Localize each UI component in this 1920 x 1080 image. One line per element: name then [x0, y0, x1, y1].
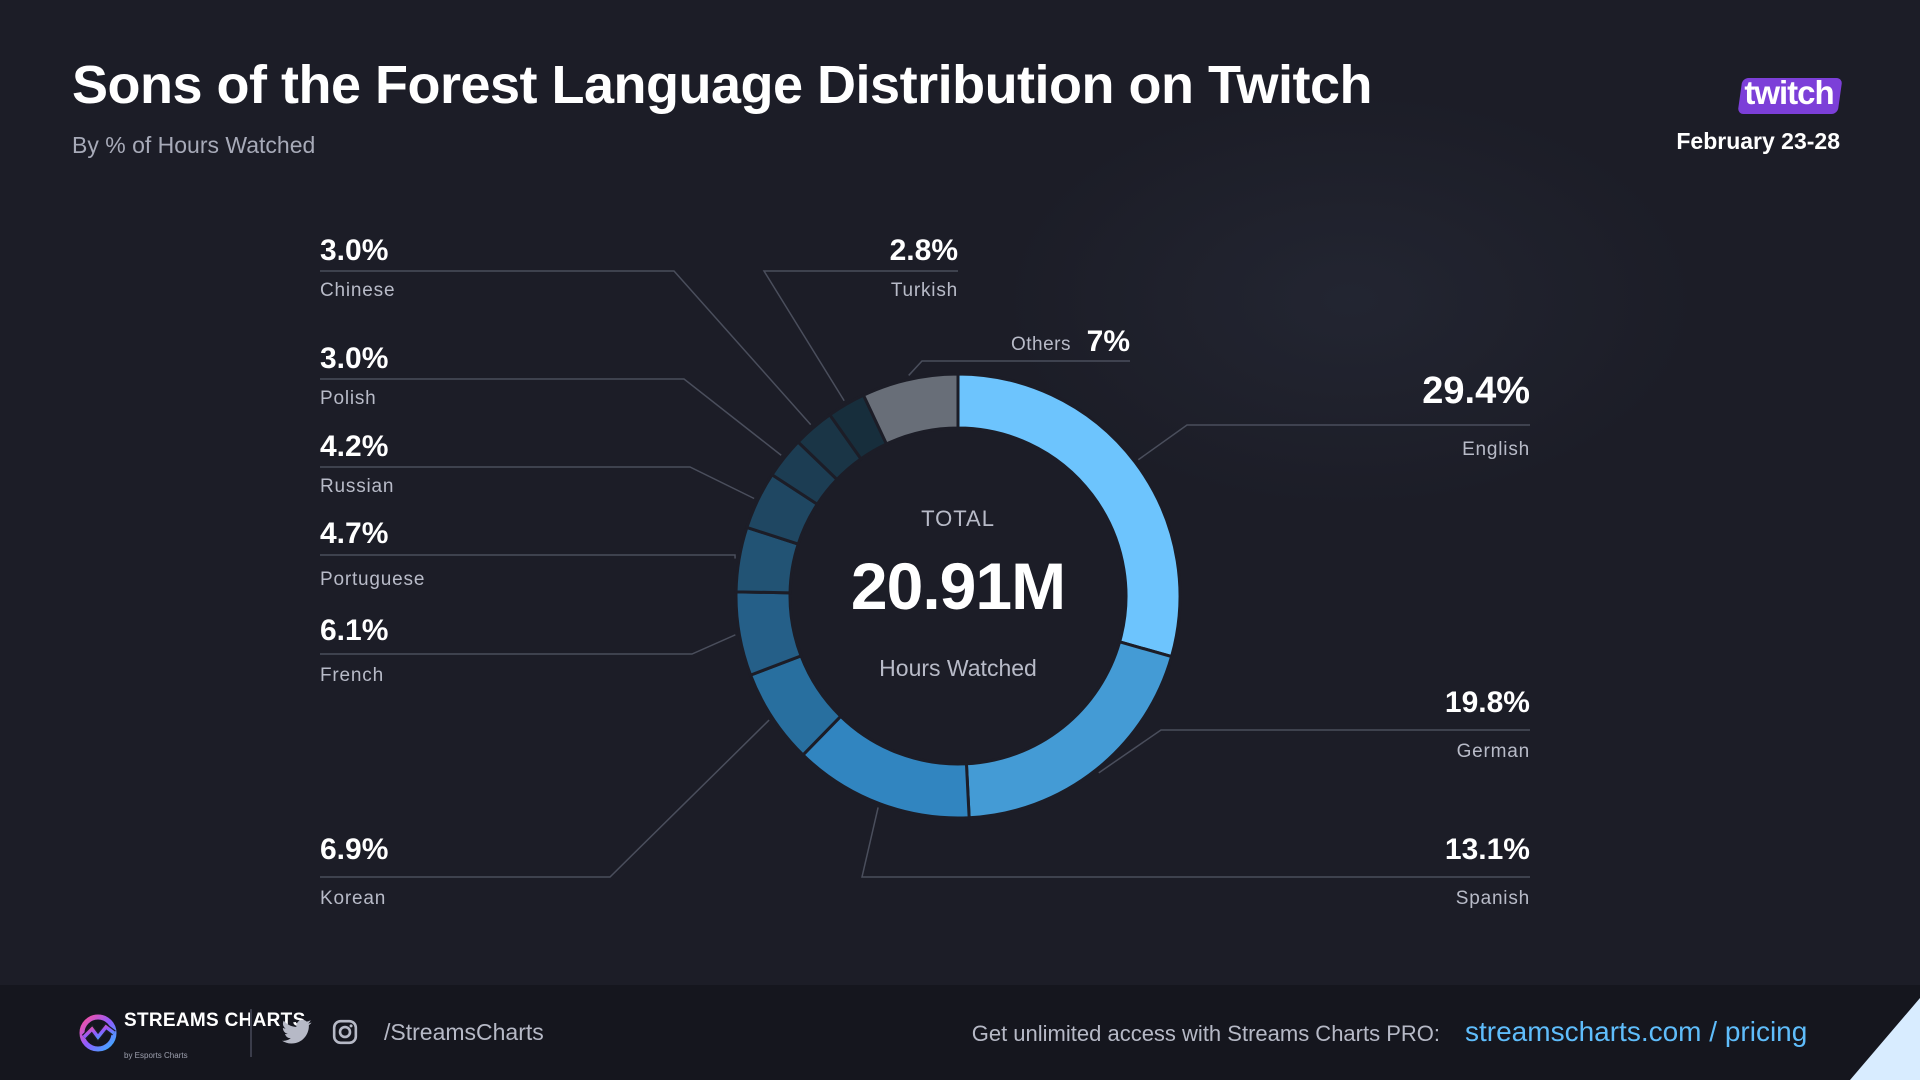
donut-chart: TOTAL 20.91M Hours Watched 29.4% English 19.8…	[320, 234, 1530, 909]
twitter-icon[interactable]	[282, 1019, 312, 1045]
slice-label-portuguese: Portuguese	[320, 569, 425, 590]
twitch-logo: twitch	[1736, 72, 1843, 116]
slice-label-polish: Polish	[320, 388, 377, 409]
slice-value-english: 29.4%	[1422, 370, 1530, 412]
donut-slice-english	[956, 372, 1182, 659]
slice-label-german: German	[1457, 741, 1530, 762]
streams-charts-logo-subtext: by Esports Charts	[124, 1051, 188, 1060]
promo-text: Get unlimited access with Streams Charts…	[971, 1021, 1440, 1046]
slice-value-korean: 6.9%	[320, 833, 388, 866]
slice-value-chinese: 3.0%	[320, 234, 388, 267]
slice-label-french: French	[320, 665, 384, 686]
streams-charts-logo-icon	[79, 1014, 117, 1052]
slice-label-russian: Russian	[320, 476, 394, 497]
leader-line-others	[908, 360, 1130, 376]
leader-line-russian	[320, 466, 755, 500]
donut-slice-others	[861, 372, 960, 446]
slice-value-polish: 3.0%	[320, 342, 388, 375]
center-total-value: 20.91M	[851, 549, 1065, 623]
leader-line-portuguese	[320, 554, 736, 559]
slice-value-spanish: 13.1%	[1445, 833, 1530, 866]
pricing-link[interactable]: streamscharts.com / pricing	[1465, 1016, 1808, 1047]
page-title: Sons of the Forest Language Distribution…	[72, 55, 1372, 115]
date-range: February 23-28	[1676, 128, 1840, 154]
leader-line-french	[320, 634, 736, 655]
center-total-label: TOTAL	[921, 506, 995, 531]
footer-corner-accent	[1850, 998, 1920, 1080]
leader-line-chinese	[320, 270, 812, 426]
streams-charts-logo-text: STREAMS CHARTS	[124, 1010, 306, 1031]
page-subtitle: By % of Hours Watched	[72, 132, 316, 158]
center-total-caption: Hours Watched	[879, 655, 1037, 681]
slice-value-german: 19.8%	[1445, 686, 1530, 719]
leader-line-polish	[320, 378, 782, 456]
donut-slice-spanish	[800, 714, 971, 820]
twitch-logo-text: twitch	[1744, 74, 1834, 111]
slice-label-spanish: Spanish	[1456, 888, 1530, 909]
slice-value-russian: 4.2%	[320, 430, 388, 463]
leader-line-korean	[320, 719, 770, 878]
slice-label-turkish: Turkish	[891, 280, 958, 301]
slice-value-french: 6.1%	[320, 614, 388, 647]
streams-charts-logo[interactable]: STREAMS CHARTS by Esports Charts	[78, 1007, 305, 1061]
slice-label-chinese: Chinese	[320, 280, 395, 301]
slice-value-turkish: 2.8%	[890, 234, 958, 267]
slice-label-others: Others	[1011, 334, 1071, 355]
footer-divider	[250, 1009, 252, 1057]
slice-label-english: English	[1462, 439, 1530, 460]
social-handle[interactable]: /StreamsCharts	[384, 1019, 544, 1045]
leader-line-spanish	[861, 807, 1530, 878]
slice-value-portuguese: 4.7%	[320, 517, 388, 550]
leader-line-english	[1137, 424, 1530, 461]
footer: STREAMS CHARTS by Esports Charts /Stream…	[0, 985, 1920, 1080]
instagram-icon[interactable]	[332, 1019, 358, 1045]
slice-label-korean: Korean	[320, 888, 386, 909]
leader-line-german	[1098, 729, 1530, 774]
leader-line-turkish	[762, 270, 958, 402]
slice-value-others: 7%	[1087, 325, 1130, 358]
